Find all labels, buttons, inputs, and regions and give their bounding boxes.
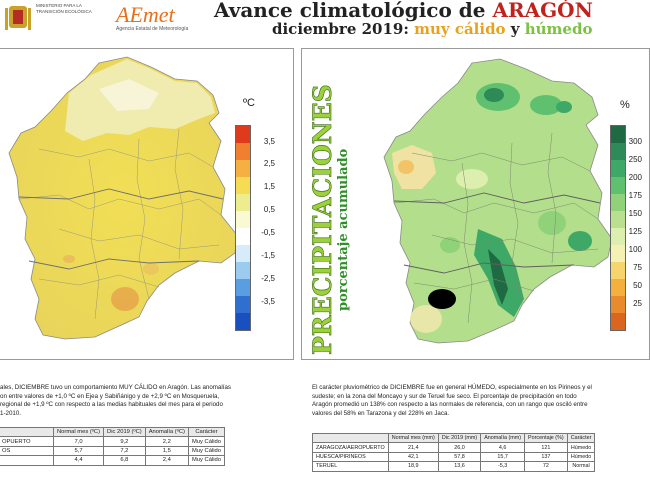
ministry-label: MINISTERIO PARA LA TRANSICIÓN ECOLÓGICA bbox=[36, 3, 92, 14]
precipitation-table: Normal mes (mm) Dic 2019 (mm) Anomalía (… bbox=[312, 432, 596, 472]
table-row: OPUERTO 7,0 9,2 2,2 Muy Cálido bbox=[0, 436, 225, 447]
aemet-subtitle: Agencia Estatal de Meteorología bbox=[116, 26, 189, 32]
scale-label: 175 bbox=[628, 191, 642, 200]
precipitation-summary: El carácter pluviométrico de DICIEMBRE f… bbox=[312, 384, 646, 418]
scale-label: 75 bbox=[633, 263, 642, 272]
scale-label: -3,5 bbox=[261, 297, 275, 306]
table-header-row: Normal mes (ºC) Dic 2019 (ºC) Anomalía (… bbox=[0, 426, 225, 438]
summary-line: valores del 58% en Tarazona y del 228% e… bbox=[312, 409, 450, 417]
table-row: TERUEL 18,9 13,6 -5,3 72 Normal bbox=[312, 461, 596, 472]
precipitation-color-scale bbox=[610, 125, 626, 331]
precipitation-vertical-title: PRECIPITACIONES bbox=[308, 84, 338, 355]
scale-label: 50 bbox=[633, 281, 642, 290]
scale-label: -0,5 bbox=[261, 228, 275, 237]
scale-label: 150 bbox=[628, 209, 642, 218]
scale-label: 2,5 bbox=[263, 159, 275, 168]
scale-label: 3,5 bbox=[263, 137, 275, 146]
header-logos: MINISTERIO PARA LA TRANSICIÓN ECOLÓGICA … bbox=[0, 0, 190, 36]
temperature-color-scale bbox=[235, 125, 251, 331]
spain-coat-of-arms-icon bbox=[5, 6, 31, 30]
temperature-table: Normal mes (ºC) Dic 2019 (ºC) Anomalía (… bbox=[0, 426, 225, 466]
scale-label: 1,5 bbox=[263, 182, 275, 191]
scale-label: 125 bbox=[628, 227, 642, 236]
table-row: 4,4 6,8 2,4 Muy Cálido bbox=[0, 455, 225, 466]
summary-line: 1-2010. bbox=[0, 409, 21, 417]
summary-line: El carácter pluviométrico de DICIEMBRE f… bbox=[312, 384, 592, 391]
summary-line: ales, DICIEMBRE tuvo un comportamiento M… bbox=[0, 384, 231, 391]
precipitation-unit: % bbox=[620, 99, 630, 111]
temperature-map bbox=[8, 56, 238, 340]
page-subtitle: diciembre 2019: muy cálido y húmedo bbox=[272, 20, 593, 38]
page-title: Avance climatológico de ARAGÓN bbox=[214, 0, 593, 22]
summary-line: sudeste; en la zona del Moncayo y sur de… bbox=[312, 392, 577, 400]
scale-label: 100 bbox=[628, 245, 642, 254]
temperature-unit: ºC bbox=[243, 97, 255, 109]
scale-label: 25 bbox=[633, 299, 642, 308]
aemet-logo: AEmet bbox=[116, 2, 175, 27]
precipitation-vertical-subtitle: porcentaje acumulado bbox=[336, 148, 351, 311]
scale-label: 300 bbox=[628, 137, 642, 146]
scale-label: -2,5 bbox=[261, 274, 275, 283]
summary-line: on entre valores de +1,0 ºC en Ejea y Sa… bbox=[0, 392, 220, 400]
temperature-map-panel: ºC 3,5 2,5 1,5 0,5 -0,5 -1,5 -2,5 -3,5 bbox=[0, 48, 294, 360]
precipitation-map-panel: PRECIPITACIONES porcentaje acumulado % 3… bbox=[301, 48, 650, 360]
summary-line: Aragón promedió un 138% con respecto a l… bbox=[312, 401, 588, 409]
table-row: HUESCA/PIRINEOS 42,1 57,8 15,7 137 Húmed… bbox=[312, 451, 596, 463]
temperature-summary: ales, DICIEMBRE tuvo un comportamiento M… bbox=[0, 384, 292, 418]
scale-label: 0,5 bbox=[263, 205, 275, 214]
scale-label: -1,5 bbox=[261, 251, 275, 260]
summary-line: regional de +1,9 ºC con respecto a las m… bbox=[0, 401, 223, 409]
table-row: OS 5,7 7,2 1,5 Muy Cálido bbox=[0, 445, 225, 457]
table-row: ZARAGOZA/AEROPUERTO 21,4 26,0 4,6 121 Hú… bbox=[312, 442, 596, 453]
scale-label: 250 bbox=[628, 155, 642, 164]
scale-label: 200 bbox=[628, 173, 642, 182]
precipitation-map bbox=[383, 58, 613, 344]
table-header-row: Normal mes (mm) Dic 2019 (mm) Anomalía (… bbox=[312, 432, 596, 444]
